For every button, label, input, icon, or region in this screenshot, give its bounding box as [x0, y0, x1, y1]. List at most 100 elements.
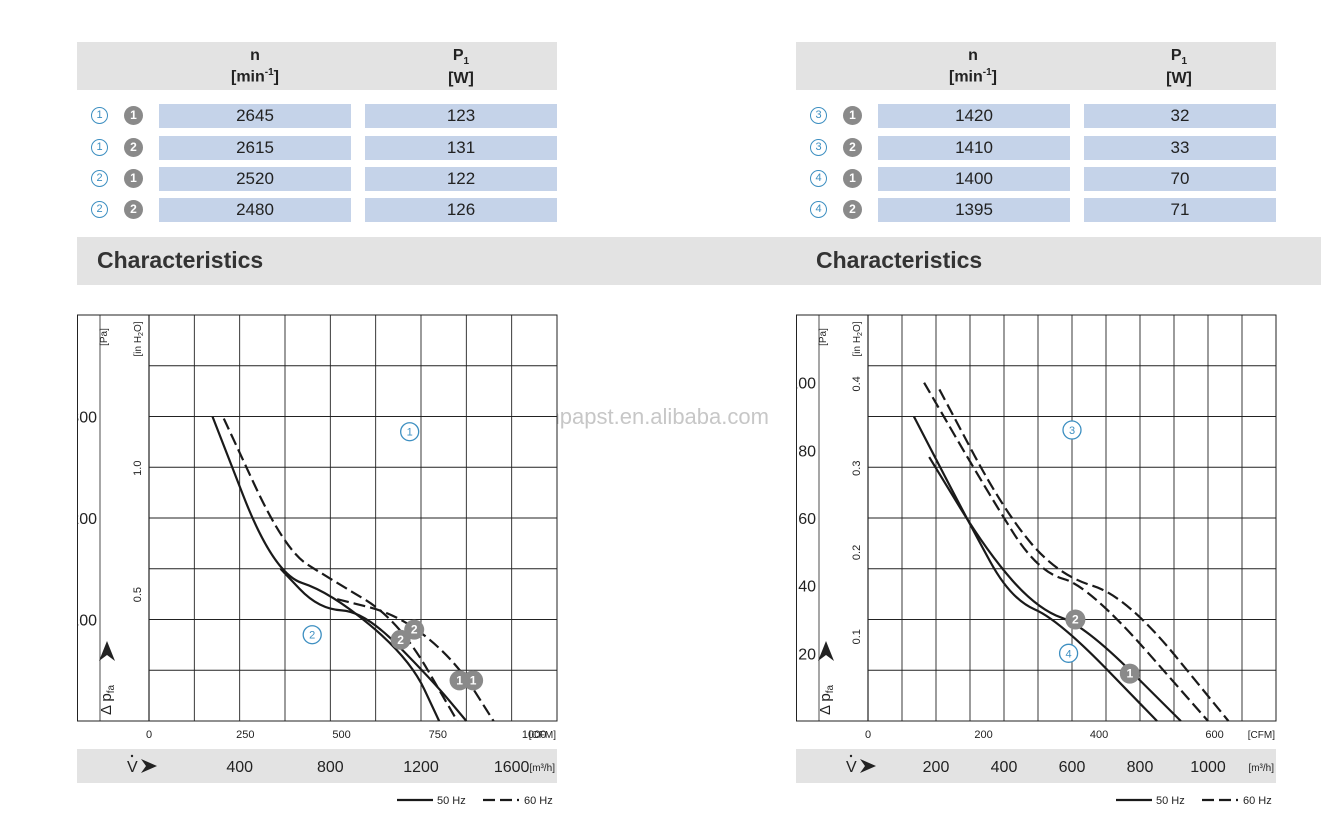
curve-4-50Hz [928, 456, 1182, 722]
speed-cell: 2480 [159, 198, 351, 222]
curve-label-text: 1 [407, 427, 413, 439]
frequency-marker [390, 629, 411, 650]
frequency-badge: 2 [124, 200, 143, 219]
x-axis-symbol-dot-icon [130, 754, 134, 758]
power-cell: 122 [365, 167, 557, 191]
curve-label-marker [302, 625, 322, 645]
frequency-marker [1119, 663, 1140, 684]
y-tick-pa: 20 [798, 646, 816, 663]
x-tick-m3h: 400 [991, 759, 1018, 776]
right-col-p-label: P1 [1170, 47, 1188, 68]
curve-number-badge: 2 [91, 201, 108, 218]
y-tick-pa: 60 [798, 511, 816, 528]
curve-2-50Hz [279, 567, 468, 722]
x-axis-symbol: V [846, 759, 857, 776]
right-table-header-bar [796, 42, 1276, 90]
right-col-n-label: n [968, 47, 978, 64]
x-unit-m3h: [m³/h] [529, 763, 555, 774]
curve-number-badge: 3 [810, 139, 827, 156]
left-col-p-unit: [W] [448, 70, 474, 88]
x-unit-cfm: [CFM] [529, 730, 556, 741]
legend-solid-label: 50 Hz [1156, 795, 1185, 807]
y-tick-pa: 80 [798, 443, 816, 460]
x-unit-m3h: [m³/h] [1248, 763, 1274, 774]
power-cell: 32 [1084, 104, 1276, 128]
frequency-badge: 2 [124, 138, 143, 157]
y-tick-pa: 100 [77, 613, 97, 630]
curve-number-badge: 2 [91, 170, 108, 187]
frequency-marker [404, 619, 425, 640]
speed-cell: 1395 [878, 198, 1070, 222]
y-axis-symbol: Δ pfa [98, 685, 117, 715]
frequency-badge: 1 [843, 169, 862, 188]
frequency-marker-text: 1 [470, 673, 477, 687]
legend-dashed-label: 60 Hz [1243, 795, 1272, 807]
y-axis-arrow-icon [99, 641, 115, 661]
right-col-p-unit: [W] [1166, 70, 1192, 88]
x-tick-cfm: 0 [865, 729, 871, 741]
curve-number-badge: 1 [91, 139, 108, 156]
left-table-header-bar [77, 42, 557, 90]
left-characteristics-bar [77, 237, 796, 285]
right-section-title: Characteristics [816, 247, 983, 273]
x-tick-cfm: 250 [236, 729, 254, 741]
x-tick-m3h: 1600 [494, 759, 530, 776]
power-cell: 131 [365, 136, 557, 160]
power-cell: 70 [1084, 167, 1276, 191]
y-tick-pa: 100 [796, 376, 816, 393]
left-col-n-unit: [min-1] [230, 67, 279, 86]
x-axis-arrow-icon [860, 759, 876, 773]
x-axis-symbol: V [127, 759, 138, 776]
y-unit-pa: [Pa] [818, 328, 829, 346]
y-tick-pa: 200 [77, 511, 97, 528]
frequency-badge: 1 [124, 169, 143, 188]
speed-cell: 2520 [159, 167, 351, 191]
left-col-n-header: n [min-1] [159, 47, 351, 85]
power-cell: 126 [365, 198, 557, 222]
y-tick-inh2o: 1.0 [132, 461, 144, 476]
x-tick-m3h: 800 [317, 759, 344, 776]
frequency-badge: 1 [843, 106, 862, 125]
curve-label-marker [1062, 420, 1082, 440]
frequency-marker [463, 670, 484, 691]
curve-1-50Hz [211, 416, 441, 722]
x-tick-m3h: 400 [226, 759, 253, 776]
left-section-title: Characteristics [97, 247, 264, 273]
curve-number-badge: 3 [810, 107, 827, 124]
left-col-p-header: P1 [W] [365, 47, 557, 87]
curve-number-badge: 1 [91, 107, 108, 124]
legend-dashed-label: 60 Hz [524, 795, 553, 807]
x-tick-cfm: 400 [1090, 729, 1108, 741]
x-tick-cfm: 200 [974, 729, 992, 741]
left-col-n-label: n [250, 47, 260, 64]
frequency-marker-text: 2 [397, 633, 404, 647]
right-chart: 204060801000.10.20.30.4[Pa][in H2O]Δ pfa… [796, 314, 1277, 807]
curve-label-text: 2 [309, 630, 315, 642]
frequency-marker [1065, 609, 1086, 630]
x-tick-m3h: 800 [1127, 759, 1154, 776]
speed-cell: 2645 [159, 104, 351, 128]
y-tick-inh2o: 0.4 [851, 376, 863, 391]
legend-solid-label: 50 Hz [437, 795, 466, 807]
frequency-badge: 2 [843, 200, 862, 219]
frequency-marker-text: 2 [411, 623, 418, 637]
y-axis-symbol: Δ pfa [817, 685, 836, 715]
right-col-p-header: P1 [W] [1083, 47, 1275, 87]
y-tick-inh2o: 0.1 [851, 629, 863, 644]
frequency-badge: 2 [843, 138, 862, 157]
curve-number-badge: 4 [810, 201, 827, 218]
curve-label-marker [400, 422, 420, 442]
y-unit-pa: [Pa] [99, 328, 110, 346]
curve-3-50Hz [912, 415, 1158, 722]
x-axis-arrow-icon [141, 759, 157, 773]
speed-cell: 1410 [878, 136, 1070, 160]
x-tick-cfm: 500 [332, 729, 350, 741]
right-col-n-header: n [min-1] [877, 47, 1069, 85]
x-tick-m3h: 1200 [403, 759, 439, 776]
frequency-badge: 1 [124, 106, 143, 125]
y-axis-arrow-icon [818, 641, 834, 661]
x-tick-cfm: 0 [146, 729, 152, 741]
y-tick-pa: 40 [798, 579, 816, 596]
x-unit-cfm: [CFM] [1248, 730, 1275, 741]
curve-label-text: 3 [1069, 425, 1075, 437]
